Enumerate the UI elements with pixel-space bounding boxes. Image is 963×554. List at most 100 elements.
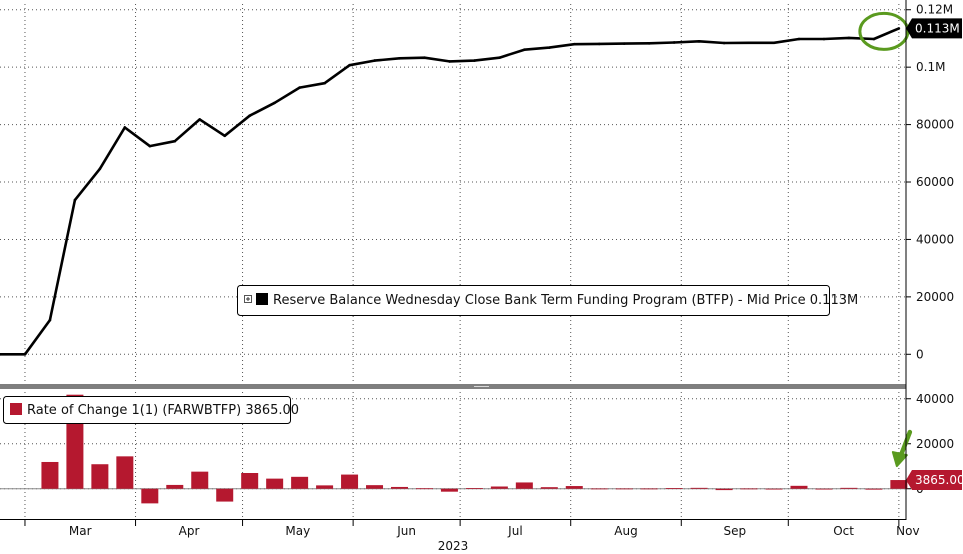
roc-bar [840, 487, 858, 489]
line-point [672, 41, 676, 44]
x-tick-label: Aug [614, 524, 637, 538]
roc-bar [191, 471, 209, 489]
line-point [198, 118, 202, 121]
line-point [423, 56, 426, 59]
y-tick-label: 20000 [916, 290, 954, 304]
roc-bar [241, 473, 259, 489]
roc-bar [390, 486, 408, 489]
legend-label: Reserve Balance Wednesday Close Bank Ter… [273, 293, 858, 308]
roc-bar [565, 486, 583, 489]
roc-bar [440, 488, 458, 492]
line-point [772, 41, 776, 45]
x-axis-year: 2023 [438, 539, 469, 553]
line-point [897, 27, 901, 30]
line-point [148, 144, 152, 148]
roc-bar [540, 487, 558, 489]
expand-icon[interactable] [244, 295, 252, 303]
upper-legend: Reserve Balance Wednesday Close Bank Ter… [237, 285, 858, 316]
line-point [448, 60, 451, 63]
legend-swatch [10, 403, 22, 415]
line-point [123, 126, 127, 129]
y-tick-label: 0 [916, 347, 924, 361]
roc-bar [41, 461, 59, 489]
roc-bar [665, 488, 683, 489]
line-point [298, 86, 301, 89]
upper-last-value: 0.113M [906, 18, 962, 39]
x-tick-label: Nov [896, 524, 919, 538]
roc-bar [166, 484, 184, 489]
line-point [572, 42, 576, 46]
roc-bar [366, 485, 384, 489]
x-tick-label: Mar [69, 524, 92, 538]
line-point [822, 37, 826, 41]
y-tick-label: 40000 [916, 392, 954, 406]
line-point [173, 139, 177, 143]
line-point [223, 134, 227, 138]
arrow-head [891, 451, 908, 468]
y-tick-label: 80000 [916, 118, 954, 132]
line-point [872, 37, 876, 41]
y-tick-label: 60000 [916, 175, 954, 189]
legend-swatch [256, 293, 268, 305]
roc-bar [865, 488, 883, 490]
roc-bar [341, 474, 359, 489]
line-point [498, 56, 501, 59]
line-point [98, 167, 102, 171]
roc-bar [740, 488, 758, 490]
highlight-circle [858, 11, 910, 51]
roc-bar [415, 488, 433, 490]
roc-bar [490, 486, 508, 489]
line-point [747, 41, 751, 45]
roc-bar [141, 488, 159, 504]
x-tick-label: May [285, 524, 310, 538]
upper-panel: 0 20000 40000 60000 80000 0.1M 0.12M 0.113M Re… [0, 3, 962, 383]
line-point [847, 36, 851, 40]
roc-bar [640, 488, 658, 490]
upper-last-value-text: 0.113M [915, 21, 960, 35]
y-tick-label: 0.12M [916, 3, 953, 17]
x-tick-label: Jul [507, 524, 522, 538]
roc-bar [615, 488, 633, 490]
roc-bar [216, 488, 234, 502]
line-point [622, 42, 626, 45]
line-point [23, 352, 27, 356]
line-point [797, 37, 801, 41]
x-tick-label: Jun [396, 524, 416, 538]
roc-bar [266, 478, 284, 489]
x-tick-label: Apr [179, 524, 200, 538]
line-point [398, 56, 401, 60]
line-point [523, 48, 526, 51]
x-axis: Mar Apr May Jun Jul Aug Sep Oct Nov 2023 [0, 519, 920, 553]
y-tick-label: 0.1M [916, 60, 945, 74]
line-point [473, 59, 476, 62]
panel-divider[interactable] [0, 384, 906, 389]
roc-bar [590, 488, 608, 490]
line-point [273, 101, 276, 105]
lower-last-value-label: 3865.00 [906, 470, 963, 491]
line-point [647, 42, 651, 45]
roc-bar [815, 488, 833, 490]
highlight-arrow [891, 429, 913, 468]
line-point [248, 114, 251, 117]
upper-y-axis: 0 20000 40000 60000 80000 0.1M 0.12M [906, 3, 954, 361]
legend-box [3, 396, 291, 424]
line-point [722, 41, 726, 45]
legend-box [237, 285, 830, 316]
upper-last-value-label: 0.113M [906, 18, 962, 39]
line-point [373, 59, 376, 62]
line-point [0, 352, 2, 356]
line-point [348, 63, 351, 67]
roc-bar [765, 488, 783, 490]
roc-bar [316, 485, 334, 489]
line-point [323, 81, 326, 85]
y-tick-label: 20000 [916, 437, 954, 451]
y-tick-label: 40000 [916, 232, 954, 246]
lower-legend: Rate of Change 1(1) (FARWBTFP) 3865.00 [3, 396, 299, 424]
roc-bar [515, 482, 533, 489]
legend-label: Rate of Change 1(1) (FARWBTFP) 3865.00 [27, 403, 299, 418]
roc-bar [790, 485, 808, 489]
roc-bar [890, 480, 908, 489]
lower-last-value-text: 3865.00 [915, 473, 963, 487]
